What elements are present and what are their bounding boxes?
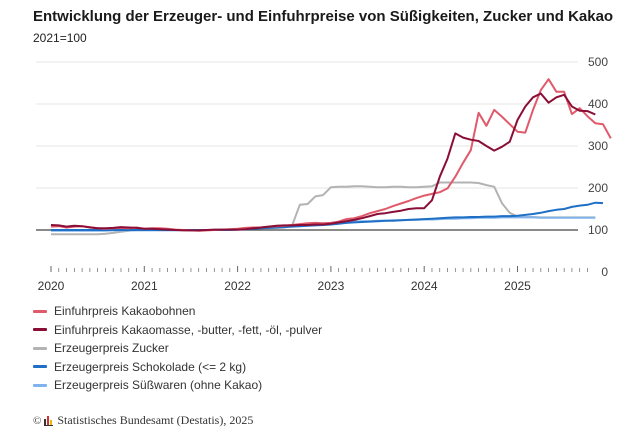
series-line-0 <box>50 78 612 232</box>
x-tick-label: 2023 <box>318 279 345 293</box>
legend-swatch <box>33 309 47 313</box>
y-tick-label: 400 <box>588 97 608 111</box>
series-line-2 <box>51 181 596 236</box>
legend-label: Einfuhrpreis Kakaobohnen <box>54 304 196 319</box>
legend-item[interactable]: Einfuhrpreis Kakaobohnen <box>33 302 322 321</box>
y-tick-label: 500 <box>588 55 608 69</box>
y-tick-label: 0 <box>601 265 608 279</box>
y-tick-label: 300 <box>588 139 608 153</box>
x-tick-label: 2024 <box>411 279 438 293</box>
x-axis: 2020 2021 2022 2023 2024 2025 <box>38 266 588 293</box>
legend-label: Erzeugerpreis Süßwaren (ohne Kakao) <box>54 378 263 393</box>
legend: Einfuhrpreis Kakaobohnen Einfuhrpreis Kak… <box>33 302 322 395</box>
legend-label: Erzeugerpreis Zucker <box>54 341 169 356</box>
legend-swatch <box>33 346 47 350</box>
legend-swatch <box>33 383 47 387</box>
y-tick-label: 100 <box>588 223 608 237</box>
legend-item[interactable]: Erzeugerpreis Schokolade (<= 2 kg) <box>33 358 322 377</box>
source-text: Statistisches Bundesamt (Destatis), 2025 <box>57 413 254 427</box>
legend-swatch <box>33 328 47 332</box>
legend-label: Erzeugerpreis Schokolade (<= 2 kg) <box>54 359 247 374</box>
legend-swatch <box>33 365 47 369</box>
legend-item[interactable]: Erzeugerpreis Süßwaren (ohne Kakao) <box>33 376 322 395</box>
series-lines <box>50 78 612 236</box>
chart-subtitle: 2021=100 <box>33 31 87 45</box>
x-tick-label: 2020 <box>38 279 65 293</box>
legend-label: Einfuhrpreis Kakaomasse, -butter, -fett,… <box>54 322 323 337</box>
y-tick-label: 200 <box>588 181 608 195</box>
x-tick-label: 2022 <box>224 279 251 293</box>
series-line-1 <box>50 92 596 232</box>
copyright-symbol: © <box>33 414 42 427</box>
source-footer: © Statistisches Bundesamt (Destatis), 20… <box>33 413 253 428</box>
chart-title: Entwicklung der Erzeuger- und Einfuhrpre… <box>33 8 614 25</box>
x-tick-label: 2021 <box>131 279 158 293</box>
legend-item[interactable]: Erzeugerpreis Zucker <box>33 339 322 358</box>
y-axis-ticks: 0 100 200 300 400 500 <box>588 55 608 279</box>
destatis-logo-icon <box>44 415 54 426</box>
x-tick-label: 2025 <box>504 279 531 293</box>
series-line-3 <box>51 201 604 231</box>
legend-item[interactable]: Einfuhrpreis Kakaomasse, -butter, -fett,… <box>33 321 322 340</box>
